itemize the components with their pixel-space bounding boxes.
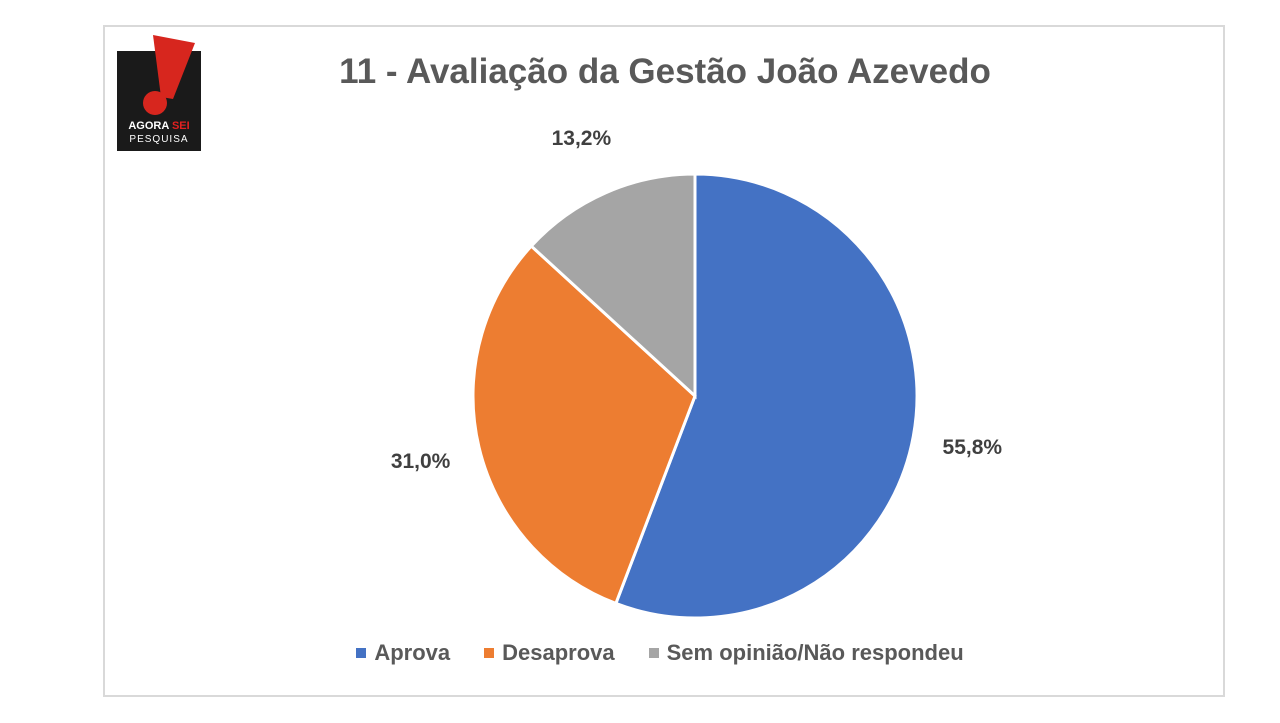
legend-swatch — [484, 648, 495, 658]
legend-item: Desaprova — [484, 640, 615, 666]
logo-wordmark: AGORA SEI — [128, 120, 190, 132]
legend-swatch — [648, 648, 659, 658]
agora-sei-logo: AGORA SEI PESQUISA — [117, 33, 203, 151]
pie-slice-aprova — [613, 172, 919, 620]
legend-swatch — [356, 648, 367, 658]
pie-slice-desaprova — [471, 243, 697, 606]
exclamation-logo-icon — [143, 35, 195, 115]
data-label: 13,2% — [552, 127, 612, 150]
legend-item: Aprova — [356, 640, 450, 666]
data-label: 31,0% — [391, 450, 451, 473]
chart-legend: Aprova Desaprova Sem opinião/Não respondeu — [0, 640, 1280, 666]
logo-subtitle: PESQUISA — [129, 134, 189, 145]
data-label: 55,8% — [943, 436, 1003, 459]
legend-item: Sem opinião/Não respondeu — [648, 640, 964, 666]
chart-title: 11 - Avaliação da Gestão João Azevedo — [339, 52, 991, 91]
legend-label: Aprova — [374, 640, 451, 665]
legend-label: Sem opinião/Não respondeu — [666, 640, 964, 665]
pie-slice-sem-opini-o-n-o-respondeu — [529, 172, 697, 400]
legend-label: Desaprova — [502, 640, 615, 665]
